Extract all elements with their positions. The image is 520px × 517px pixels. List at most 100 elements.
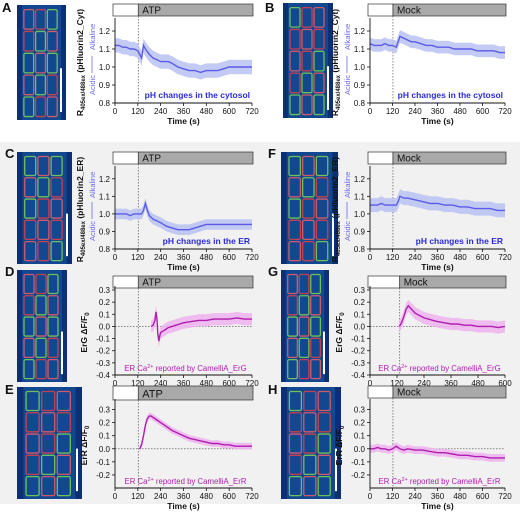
panel-label-c: C (5, 146, 15, 161)
y-tick-label: 0.0 (99, 445, 111, 454)
y-tick-label: -0.1 (351, 335, 365, 344)
error-band (115, 38, 252, 80)
micrograph-f (281, 152, 338, 264)
panel-annotation: pH changes in the cytosol (145, 90, 250, 100)
x-tick-label: 360 (177, 379, 191, 388)
pre-treatment-bar (112, 275, 139, 289)
x-axis-label: Time (s) (167, 262, 200, 272)
x-tick-label: 240 (154, 379, 168, 388)
x-tick-label: 720 (498, 253, 512, 262)
x-tick-label: 120 (131, 492, 145, 501)
x-tick-label: 480 (200, 492, 214, 501)
alkaline-label: Alkaline (88, 172, 97, 198)
y-tick-label: -0.2 (351, 347, 365, 356)
treatment-label: ATP (142, 154, 161, 165)
panel-annotation: pH changes in the cytosol (398, 90, 503, 100)
x-tick-label: 600 (498, 379, 512, 388)
y-tick-label: 0.8 (354, 99, 366, 108)
x-tick-label: 480 (453, 107, 467, 116)
x-tick-label: 360 (431, 107, 445, 116)
y-tick-label: 0.9 (354, 227, 366, 236)
x-tick-label: 240 (417, 379, 431, 388)
y-tick-label: 0.0 (354, 322, 366, 331)
treatment-bar (392, 151, 507, 165)
x-tick-label: 240 (154, 253, 168, 262)
chart-panel-h: Mock -0.2 -0.1 0.0 0.1 0.2 0.3 0 120 240 360 480 600… (334, 385, 512, 511)
y-tick-label: -0.2 (351, 471, 365, 480)
y-tick-label: 1.1 (99, 45, 111, 54)
x-tick-label: 480 (200, 107, 214, 116)
x-tick-label: 120 (131, 253, 145, 262)
y-tick-label: 1.0 (354, 210, 366, 219)
y-tick-label: 0.0 (354, 445, 366, 454)
panel-label-d: D (5, 264, 15, 279)
y-axis-label: ErR ΔF/F0 (79, 425, 91, 465)
y-tick-label: 0.3 (354, 286, 366, 295)
x-tick-label: 600 (222, 379, 236, 388)
y-axis-label: ErR ΔF/F0 (334, 425, 346, 465)
y-tick-label: 1.2 (354, 175, 366, 184)
x-tick-label: 0 (113, 253, 118, 262)
y-tick-label: -0.3 (351, 359, 365, 368)
panel-label-b: B (265, 0, 275, 15)
x-tick-label: 600 (476, 253, 490, 262)
x-tick-label: 360 (444, 379, 458, 388)
chart-panel-g: Mock -0.4 -0.3 -0.2 -0.1 0.0 0.1 0.2 0.3 0 120 240 3… (334, 275, 512, 388)
micrograph-a (17, 5, 66, 120)
alkaline-label: Alkaline (88, 24, 97, 50)
y-axis-label: R405ex/488ex (pHluorin2_ER) (75, 157, 87, 263)
error-band (399, 299, 505, 334)
chart-panel-e: ATP -0.2 -0.1 0.0 0.1 0.2 0.3 0 120 240 360 480 600 7… (79, 385, 259, 511)
panel-annotation: ER Ca2+ reported by CamelliA_ErR (379, 477, 501, 486)
micrograph-h (281, 387, 341, 499)
treatment-bar (137, 151, 254, 165)
treatment-label: Mock (404, 278, 429, 289)
y-tick-label: 0.1 (354, 432, 366, 441)
micrograph-c (17, 152, 72, 264)
x-tick-label: 720 (245, 379, 259, 388)
y-tick-label: 0.3 (354, 406, 366, 415)
y-tick-label: 1.0 (99, 63, 111, 72)
panel-annotation: pH changes in the ER (416, 236, 503, 246)
x-tick-label: 600 (222, 107, 236, 116)
x-tick-label: 120 (386, 253, 400, 262)
error-band (139, 412, 252, 452)
y-tick-label: 1.2 (354, 27, 366, 36)
pre-treatment-bar (112, 385, 139, 401)
y-tick-label: -0.1 (351, 458, 365, 467)
alkaline-label: Alkaline (343, 24, 352, 50)
panel-annotation: pH changes in the ER (163, 236, 250, 246)
x-tick-label: 600 (476, 107, 490, 116)
y-tick-label: 1.2 (99, 27, 111, 36)
error-band (115, 198, 252, 235)
treatment-bar (137, 3, 254, 17)
x-tick-label: 240 (408, 107, 422, 116)
x-axis-label: Time (s) (421, 116, 454, 126)
treatment-label: Mock (397, 388, 422, 399)
acidic-label: Acidic (343, 75, 352, 95)
pre-treatment-bar (367, 151, 394, 165)
y-tick-label: 0.1 (354, 310, 366, 319)
pre-treatment-bar (367, 385, 394, 399)
series-line (150, 311, 252, 342)
y-tick-label: 0.2 (99, 419, 111, 428)
micrograph-b (283, 3, 333, 118)
x-tick-label: 0 (368, 253, 373, 262)
y-tick-label: 0.9 (99, 227, 111, 236)
x-tick-label: 120 (386, 107, 400, 116)
pre-treatment-bar (367, 275, 401, 289)
x-tick-label: 0 (113, 379, 118, 388)
series-line (370, 195, 505, 212)
treatment-label: Mock (397, 154, 422, 165)
treatment-label: Mock (397, 6, 422, 17)
x-tick-label: 0 (368, 379, 373, 388)
panel-label-g: G (268, 264, 279, 279)
y-tick-label: 0.9 (354, 81, 366, 90)
x-tick-label: 480 (471, 379, 485, 388)
treatment-bar (392, 3, 507, 17)
panel-annotation: ER Ca2+ reported by CamelliA_ErG (124, 364, 246, 373)
y-tick-label: 1.1 (99, 192, 111, 201)
error-band (370, 30, 505, 59)
y-tick-label: 0.1 (99, 310, 111, 319)
